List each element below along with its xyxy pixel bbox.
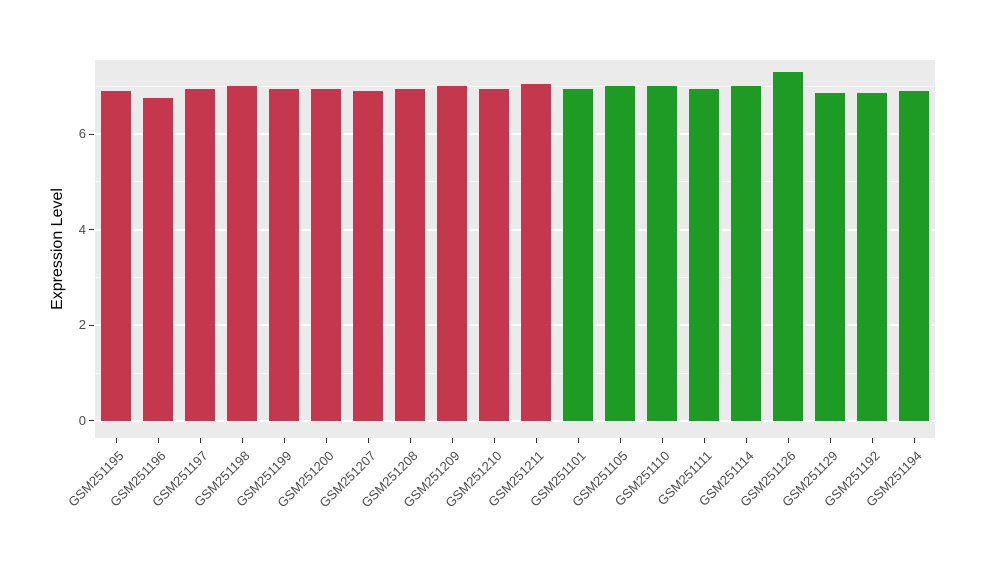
x-tick: [913, 438, 915, 443]
y-axis-tick-labels: 0 2 4 6: [0, 60, 86, 438]
bar-GSM251101: [562, 88, 594, 421]
bar-GSM251210: [478, 88, 510, 421]
y-tick: [89, 133, 94, 135]
bar-GSM251194: [898, 91, 930, 421]
bar-GSM251114: [730, 86, 762, 421]
x-tick: [283, 438, 285, 443]
bar-GSM251110: [646, 86, 678, 421]
gridline-major: [95, 419, 935, 422]
x-tick: [787, 438, 789, 443]
bar-GSM251126: [772, 71, 804, 421]
x-tick: [829, 438, 831, 443]
bar-GSM251197: [184, 88, 216, 421]
x-tick: [535, 438, 537, 443]
x-tick: [409, 438, 411, 443]
gridline-major: [95, 228, 935, 231]
bar-GSM251207: [352, 91, 384, 421]
gridline-major: [95, 133, 935, 136]
gridline-minor: [95, 276, 935, 278]
y-tick: [89, 229, 94, 231]
x-tick: [577, 438, 579, 443]
bar-GSM251208: [394, 88, 426, 421]
bar-GSM251129: [814, 93, 846, 421]
x-tick: [745, 438, 747, 443]
y-tick-label: 6: [78, 126, 86, 142]
y-tick: [89, 420, 94, 422]
gridline-minor: [95, 181, 935, 183]
y-tick-label: 2: [78, 317, 86, 333]
y-tick-label: 4: [78, 221, 86, 237]
x-tick: [325, 438, 327, 443]
bar-GSM251211: [520, 83, 552, 421]
x-tick: [661, 438, 663, 443]
x-tick: [367, 438, 369, 443]
bar-GSM251105: [604, 86, 636, 421]
bar-GSM251192: [856, 93, 888, 421]
bar-GSM251111: [688, 88, 720, 421]
y-tick-label: 0: [78, 412, 86, 428]
x-tick: [871, 438, 873, 443]
x-tick: [493, 438, 495, 443]
x-axis-tick-labels: GSM251195 GSM251196 GSM251197 GSM251198 GSM2…: [65, 448, 935, 568]
x-axis-ticks: [95, 438, 935, 444]
bar-GSM251196: [142, 98, 174, 421]
x-tick: [199, 438, 201, 443]
bar-GSM251198: [226, 86, 258, 421]
x-tick: [115, 438, 117, 443]
x-tick: [619, 438, 621, 443]
gridline-major: [95, 324, 935, 327]
x-tick: [451, 438, 453, 443]
x-tick: [241, 438, 243, 443]
plot-panel: [95, 60, 935, 438]
bar-GSM251199: [268, 88, 300, 421]
bar-GSM251200: [310, 88, 342, 421]
gridline-minor: [95, 85, 935, 87]
gridline-minor: [95, 372, 935, 374]
x-tick: [157, 438, 159, 443]
bar-GSM251209: [436, 86, 468, 421]
y-tick: [89, 324, 94, 326]
x-tick: [703, 438, 705, 443]
bar-GSM251195: [100, 91, 132, 421]
y-axis-ticks: [89, 60, 95, 438]
